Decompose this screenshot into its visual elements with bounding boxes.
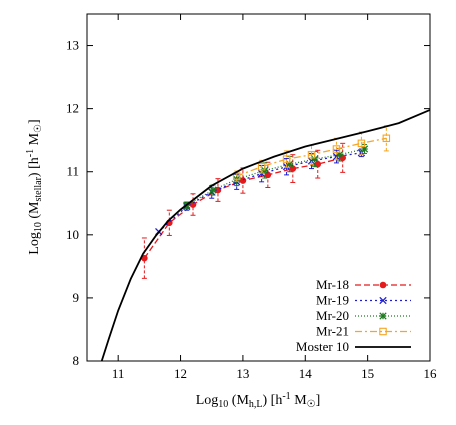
- y-tick-label: 8: [73, 353, 80, 368]
- legend-item: Mr-19: [316, 293, 411, 308]
- x-tick-label: 15: [361, 366, 374, 381]
- y-ticks: 8 9 10 11 12 13: [66, 38, 430, 368]
- data-point: [282, 155, 291, 163]
- legend-label: Mr-19: [316, 293, 349, 308]
- plot-frame: [86, 13, 431, 362]
- y-tick-label: 12: [66, 101, 79, 116]
- x-tick-label: 12: [174, 366, 187, 381]
- y-tick-label: 11: [66, 164, 79, 179]
- y-axis-title: Log10 (Mstellar) [h-1 M☉]: [25, 119, 44, 254]
- y-tick-label: 10: [66, 227, 79, 242]
- data-point: [382, 134, 391, 143]
- y-tick-label: 9: [73, 290, 80, 305]
- y-tick-label: 13: [66, 38, 79, 53]
- data-point: [379, 327, 387, 336]
- data-point: [257, 162, 266, 171]
- series-mr-18: [141, 142, 346, 279]
- data-point: [379, 296, 387, 305]
- data-point: [357, 139, 366, 148]
- legend-item: Mr-21: [316, 324, 411, 339]
- legend-item: Mr-18: [316, 277, 411, 292]
- x-tick-label: 13: [236, 366, 249, 381]
- legend-item: Moster 10: [296, 339, 411, 354]
- series-group: [100, 109, 430, 361]
- x-tick-label: 16: [424, 366, 438, 381]
- series-line: [100, 109, 430, 361]
- data-point: [332, 145, 341, 153]
- legend-label: Mr-18: [316, 277, 349, 292]
- x-ticks: 11 12 13 14 15 16: [112, 14, 437, 381]
- legend-label: Moster 10: [296, 339, 349, 354]
- legend-label: Mr-20: [316, 308, 349, 323]
- data-point: [379, 312, 387, 320]
- legend-label: Mr-21: [316, 324, 349, 339]
- series-mr-20: [183, 144, 369, 209]
- series-moster-10: [100, 109, 430, 361]
- series-line: [158, 152, 362, 233]
- x-tick-label: 11: [112, 366, 125, 381]
- legend-item: Mr-20: [316, 308, 411, 323]
- data-point: [310, 155, 319, 163]
- x-tick-label: 14: [299, 366, 313, 381]
- x-axis-title: Log10 (Mh,L) [h-1 M☉]: [196, 391, 321, 410]
- data-point: [379, 281, 387, 289]
- series-line: [143, 157, 343, 259]
- data-point: [209, 186, 217, 194]
- data-point: [307, 150, 316, 159]
